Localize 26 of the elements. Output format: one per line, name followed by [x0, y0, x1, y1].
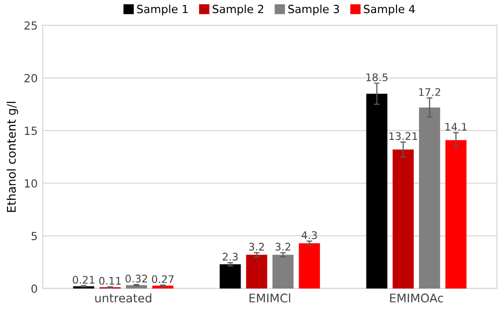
y-tick-label: 5 — [32, 232, 37, 240]
data-label: 0.11 — [99, 276, 121, 285]
y-axis-title: Ethanol content g/l — [6, 102, 18, 212]
data-label: 17.2 — [419, 88, 440, 96]
data-label: 3.2 — [276, 242, 290, 251]
data-label: 2.3 — [222, 252, 238, 261]
data-label: 14.1 — [445, 122, 467, 131]
data-label: 0.21 — [72, 276, 94, 284]
data-label: 3.2 — [249, 242, 264, 251]
y-tick-label: 25 — [24, 21, 37, 30]
data-label: 0.27 — [152, 275, 174, 284]
legend-label: Sample 4 — [364, 4, 415, 16]
legend-label: Sample 2 — [212, 4, 264, 16]
x-tick-label: untreated — [95, 293, 152, 302]
legend-label: Sample 1 — [137, 4, 188, 16]
x-tick-label: EMIMOAc — [390, 294, 444, 302]
x-tick-label: EMIMCl — [250, 293, 290, 302]
data-label: 18.5 — [366, 73, 388, 82]
y-tick-label: 0 — [31, 284, 38, 293]
legend-label: Sample 3 — [288, 4, 339, 16]
y-tick-label: 15 — [24, 126, 37, 135]
data-label: 4.3 — [302, 231, 317, 240]
data-label: 0.32 — [126, 274, 148, 283]
data-label: 13.21 — [389, 132, 418, 140]
y-tick-label: 20 — [24, 74, 38, 82]
y-tick-label: 10 — [24, 179, 38, 188]
